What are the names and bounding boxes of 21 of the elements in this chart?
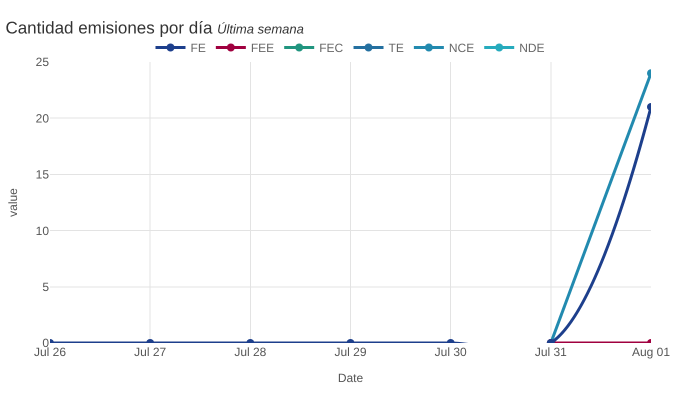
x-tick-label: Jul 31 — [534, 345, 568, 359]
legend-label: TE — [388, 41, 404, 56]
y-tick-label: 5 — [42, 280, 50, 294]
y-tick-label: 15 — [36, 168, 50, 182]
x-axis-title: Date — [338, 370, 364, 385]
x-tick-label: Jul 28 — [234, 345, 267, 359]
x-tick-label: Jul 27 — [134, 345, 166, 359]
y-tick-label: 20 — [36, 111, 50, 126]
legend-label: NCE — [448, 41, 474, 56]
y-tick-label: 25 — [36, 55, 50, 70]
chart-subtitle: Última semana — [217, 22, 304, 37]
x-tick-label: Jul 29 — [334, 345, 367, 359]
legend-label: FE — [190, 41, 206, 56]
y-axis-title: value — [6, 188, 20, 217]
y-tick-label: 10 — [36, 224, 50, 238]
legend-label: NDE — [519, 41, 545, 56]
x-tick-label: Jul 30 — [434, 345, 467, 359]
legend-label: FEE — [250, 41, 274, 56]
chart-title: Cantidad emisiones por día — [5, 18, 212, 38]
x-tick-label: Aug 01 — [632, 345, 670, 359]
legend-label: FEC — [319, 41, 344, 56]
